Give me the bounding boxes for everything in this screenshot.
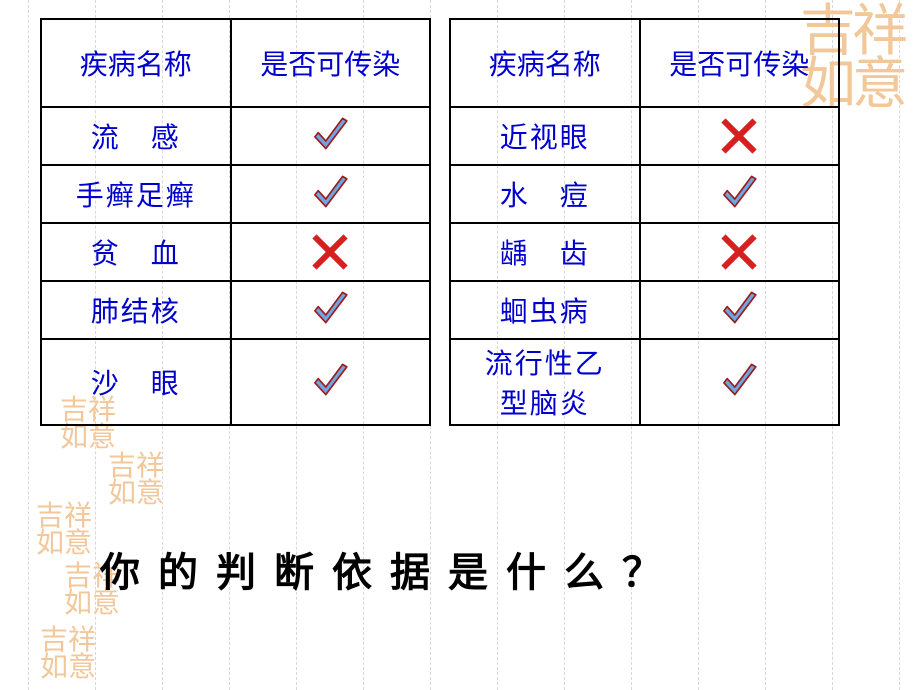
gap-cell <box>430 339 450 425</box>
check-icon <box>309 115 351 157</box>
table-row: 流 感 近视眼 <box>41 107 839 165</box>
mark-cell <box>640 107 840 165</box>
gap-cell <box>430 107 450 165</box>
table-header-row: 疾病名称 是否可传染 疾病名称 是否可传染 <box>41 19 839 107</box>
gap-cell <box>430 223 450 281</box>
header-mark-left: 是否可传染 <box>231 19 430 107</box>
check-icon <box>718 289 760 331</box>
check-icon <box>309 289 351 331</box>
mark-cell <box>640 339 840 425</box>
header-gap <box>430 19 450 107</box>
header-name-left: 疾病名称 <box>41 19 231 107</box>
disease-name-cell: 手癣足癣 <box>41 165 231 223</box>
disease-table: 疾病名称 是否可传染 疾病名称 是否可传染 流 感 近视眼 手癣足癣 水 痘 贫… <box>40 18 840 426</box>
header-name-right: 疾病名称 <box>450 19 640 107</box>
question-mark: ？ <box>622 551 662 595</box>
disease-name-cell: 沙 眼 <box>41 339 231 425</box>
table-row: 肺结核 蛔虫病 <box>41 281 839 339</box>
disease-name-cell: 蛔虫病 <box>450 281 640 339</box>
mark-cell <box>640 223 840 281</box>
cross-icon <box>718 115 760 157</box>
check-icon <box>309 173 351 215</box>
disease-name-cell: 龋 齿 <box>450 223 640 281</box>
gap-cell <box>430 281 450 339</box>
table-row: 手癣足癣 水 痘 <box>41 165 839 223</box>
cross-icon <box>309 231 351 273</box>
check-icon <box>309 361 351 403</box>
table-row: 沙 眼 流行性乙型脑炎 <box>41 339 839 425</box>
table-row: 贫 血 龋 齿 <box>41 223 839 281</box>
question-text: 你的判断依据是什么？ <box>100 540 662 598</box>
gap-cell <box>430 165 450 223</box>
disease-name-cell: 流 感 <box>41 107 231 165</box>
mark-cell <box>231 281 430 339</box>
header-mark-right: 是否可传染 <box>640 19 840 107</box>
mark-cell <box>640 165 840 223</box>
mark-cell <box>231 339 430 425</box>
check-icon <box>718 361 760 403</box>
question-body: 你的判断依据是什么 <box>100 551 622 595</box>
disease-name-cell: 近视眼 <box>450 107 640 165</box>
disease-name-cell: 水 痘 <box>450 165 640 223</box>
disease-name-cell: 贫 血 <box>41 223 231 281</box>
seal-decor-icon: 吉祥如意 <box>40 628 96 681</box>
check-icon <box>718 173 760 215</box>
disease-name-cell: 流行性乙型脑炎 <box>450 339 640 425</box>
mark-cell <box>640 281 840 339</box>
seal-decor-icon: 吉祥如意 <box>36 504 92 557</box>
mark-cell <box>231 107 430 165</box>
cross-icon <box>718 231 760 273</box>
disease-name-cell: 肺结核 <box>41 281 231 339</box>
mark-cell <box>231 165 430 223</box>
slide: 吉祥如意 吉祥如意吉祥如意吉祥如意吉祥如意吉祥如意 疾病名称 是否可传染 疾病名… <box>0 0 920 690</box>
mark-cell <box>231 223 430 281</box>
seal-decor-icon: 吉祥如意 <box>108 454 164 507</box>
